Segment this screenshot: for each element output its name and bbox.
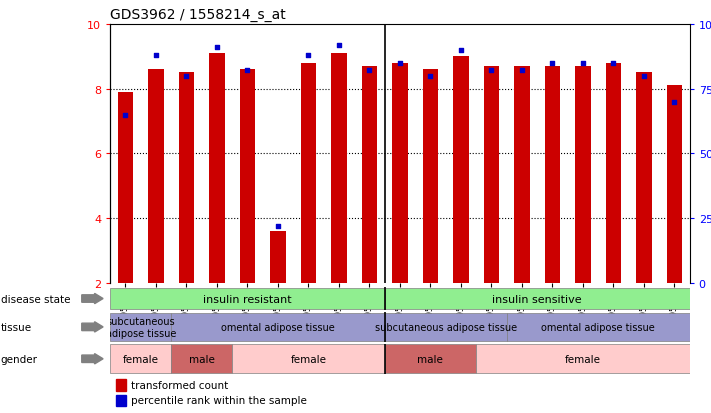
Point	[577, 60, 589, 67]
Bar	[385, 313, 507, 342]
Bar	[507, 313, 690, 342]
Text: subcutaneous adipose tissue: subcutaneous adipose tissue	[375, 322, 517, 332]
Point	[119, 112, 131, 119]
Bar	[575, 67, 591, 283]
Text: tissue: tissue	[1, 322, 32, 332]
Bar	[116, 395, 127, 406]
Text: female: female	[123, 354, 159, 364]
Bar	[362, 67, 377, 283]
Point	[486, 68, 497, 75]
Text: omental adipose tissue: omental adipose tissue	[221, 322, 335, 332]
Bar	[385, 344, 476, 373]
Bar	[514, 67, 530, 283]
Text: insulin sensitive: insulin sensitive	[492, 294, 582, 304]
Point	[669, 99, 680, 106]
Bar	[385, 288, 690, 310]
Bar	[209, 54, 225, 283]
Bar	[240, 70, 255, 283]
Point	[303, 52, 314, 59]
Text: omental adipose tissue: omental adipose tissue	[541, 322, 655, 332]
Point	[333, 42, 345, 49]
Point	[150, 52, 161, 59]
Bar	[423, 70, 438, 283]
Point	[394, 60, 405, 67]
Point	[211, 45, 223, 51]
Point	[181, 73, 192, 80]
Point	[455, 47, 466, 54]
Bar	[118, 93, 133, 283]
Bar	[179, 73, 194, 283]
Bar	[110, 344, 171, 373]
Bar	[667, 86, 682, 283]
Bar	[232, 344, 385, 373]
Bar	[483, 67, 499, 283]
Bar	[171, 344, 232, 373]
Point	[272, 223, 284, 230]
Point	[242, 68, 253, 75]
Text: subcutaneous
adipose tissue: subcutaneous adipose tissue	[105, 316, 176, 338]
Text: transformed count: transformed count	[131, 380, 228, 390]
Text: female: female	[565, 354, 601, 364]
Bar	[110, 288, 385, 310]
Bar	[331, 54, 346, 283]
Text: GDS3962 / 1558214_s_at: GDS3962 / 1558214_s_at	[110, 8, 286, 22]
Text: gender: gender	[1, 354, 38, 364]
Bar	[270, 232, 286, 283]
Point	[547, 60, 558, 67]
Point	[424, 73, 436, 80]
Bar	[636, 73, 651, 283]
Text: disease state: disease state	[1, 294, 70, 304]
Bar	[392, 64, 407, 283]
Text: male: male	[417, 354, 444, 364]
Point	[364, 68, 375, 75]
Bar	[301, 64, 316, 283]
Bar	[171, 313, 385, 342]
Point	[608, 60, 619, 67]
Bar	[110, 313, 171, 342]
Bar	[476, 344, 690, 373]
Point	[638, 73, 650, 80]
Bar	[116, 379, 127, 391]
Text: insulin resistant: insulin resistant	[203, 294, 292, 304]
Bar	[149, 70, 164, 283]
Text: percentile rank within the sample: percentile rank within the sample	[131, 396, 307, 406]
Point	[516, 68, 528, 75]
Bar	[606, 64, 621, 283]
Text: male: male	[188, 354, 215, 364]
Bar	[454, 57, 469, 283]
Text: female: female	[290, 354, 326, 364]
Bar	[545, 67, 560, 283]
